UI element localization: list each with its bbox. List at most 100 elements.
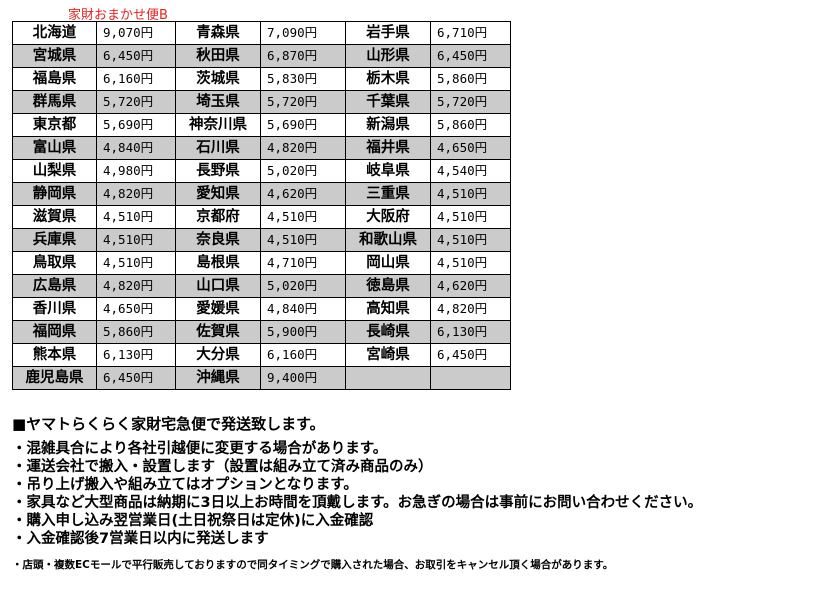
prefecture-cell: 香川県 — [12, 297, 97, 321]
price-cell: 6,130円 — [430, 320, 511, 344]
price-cell: 4,980円 — [96, 159, 176, 183]
prefecture-cell: 兵庫県 — [12, 228, 97, 252]
prefecture-cell: 佐賀県 — [175, 320, 261, 344]
price-cell: 4,510円 — [430, 205, 511, 229]
prefecture-cell: 長崎県 — [345, 320, 431, 344]
prefecture-cell: 鳥取県 — [12, 251, 97, 275]
prefecture-cell: 宮崎県 — [345, 343, 431, 367]
table-row: 富山県 4,840円 石川県 4,820円 福井県 4,650円 — [12, 136, 511, 160]
prefecture-cell: 岩手県 — [345, 21, 431, 45]
note-line: ・吊り上げ搬入や組み立てはオプションとなります。 — [12, 477, 358, 493]
prefecture-cell: 東京都 — [12, 113, 97, 137]
prefecture-cell: 大分県 — [175, 343, 261, 367]
prefecture-cell: 福井県 — [345, 136, 431, 160]
price-cell: 4,620円 — [430, 274, 511, 298]
price-cell: 4,540円 — [430, 159, 511, 183]
prefecture-cell: 沖縄県 — [175, 366, 261, 390]
prefecture-cell: 群馬県 — [12, 90, 97, 114]
price-cell: 6,130円 — [96, 343, 176, 367]
price-cell: 4,840円 — [96, 136, 176, 160]
table-row: 兵庫県 4,510円 奈良県 4,510円 和歌山県 4,510円 — [12, 228, 511, 252]
table-row: 福島県 6,160円 茨城県 5,830円 栃木県 5,860円 — [12, 67, 511, 91]
price-cell: 4,510円 — [96, 205, 176, 229]
price-cell: 5,020円 — [260, 274, 346, 298]
price-cell: 9,070円 — [96, 21, 176, 45]
price-cell: 4,510円 — [96, 251, 176, 275]
prefecture-cell: 山口県 — [175, 274, 261, 298]
table-row: 香川県 4,650円 愛媛県 4,840円 高知県 4,820円 — [12, 297, 511, 321]
prefecture-cell: 愛知県 — [175, 182, 261, 206]
prefecture-cell: 神奈川県 — [175, 113, 261, 137]
price-cell: 4,840円 — [260, 297, 346, 321]
price-cell: 4,510円 — [430, 251, 511, 275]
price-cell: 6,450円 — [430, 44, 511, 68]
table-row: 広島県 4,820円 山口県 5,020円 徳島県 4,620円 — [12, 274, 511, 298]
table-row: 群馬県 5,720円 埼玉県 5,720円 千葉県 5,720円 — [12, 90, 511, 114]
price-cell: 4,650円 — [96, 297, 176, 321]
prefecture-cell: 茨城県 — [175, 67, 261, 91]
prefecture-cell: 埼玉県 — [175, 90, 261, 114]
prefecture-cell: 高知県 — [345, 297, 431, 321]
prefecture-cell: 山梨県 — [12, 159, 97, 183]
notes-heading: ■ヤマトらくらく家財宅急便で発送致します。 — [12, 415, 325, 433]
table-row: 東京都 5,690円 神奈川県 5,690円 新潟県 5,860円 — [12, 113, 511, 137]
prefecture-cell: 熊本県 — [12, 343, 97, 367]
prefecture-cell: 大阪府 — [345, 205, 431, 229]
prefecture-cell: 奈良県 — [175, 228, 261, 252]
price-cell: 5,720円 — [430, 90, 511, 114]
prefecture-cell: 静岡県 — [12, 182, 97, 206]
prefecture-cell: 秋田県 — [175, 44, 261, 68]
prefecture-cell: 鹿児島県 — [12, 366, 97, 390]
price-cell: 6,450円 — [96, 44, 176, 68]
prefecture-cell: 青森県 — [175, 21, 261, 45]
table-row: 鹿児島県 6,450円 沖縄県 9,400円 — [12, 366, 511, 390]
price-cell: 6,450円 — [430, 343, 511, 367]
note-line: ・運送会社で搬入・設置します（設置は組み立て済み商品のみ） — [12, 459, 433, 475]
price-cell: 4,510円 — [430, 228, 511, 252]
prefecture-cell: 徳島県 — [345, 274, 431, 298]
price-cell: 5,900円 — [260, 320, 346, 344]
price-cell: 4,620円 — [260, 182, 346, 206]
prefecture-cell: 広島県 — [12, 274, 97, 298]
prefecture-cell: 岡山県 — [345, 251, 431, 275]
notes-small-print: ・店頭・複数ECモールで平行販売しておりますので同タイミングで購入された場合、お… — [12, 559, 614, 571]
prefecture-cell: 福岡県 — [12, 320, 97, 344]
prefecture-cell — [345, 366, 431, 390]
prefecture-cell: 三重県 — [345, 182, 431, 206]
price-cell: 5,720円 — [260, 90, 346, 114]
table-row: 宮城県 6,450円 秋田県 6,870円 山形県 6,450円 — [12, 44, 511, 68]
table-row: 滋賀県 4,510円 京都府 4,510円 大阪府 4,510円 — [12, 205, 511, 229]
section-title: 家財おまかせ便B — [68, 8, 168, 23]
note-line: ・家具など大型商品は納期に3日以上お時間を頂戴します。お急ぎの場合は事前にお問い… — [12, 495, 703, 511]
note-line: ・購入申し込み翌営業日(土日祝祭日は定休)に入金確認 — [12, 513, 374, 529]
prefecture-cell: 和歌山県 — [345, 228, 431, 252]
prefecture-cell: 栃木県 — [345, 67, 431, 91]
price-cell: 4,510円 — [96, 228, 176, 252]
price-cell: 4,820円 — [96, 182, 176, 206]
price-cell: 9,400円 — [260, 366, 346, 390]
price-cell: 5,860円 — [96, 320, 176, 344]
price-cell: 6,160円 — [260, 343, 346, 367]
prefecture-cell: 福島県 — [12, 67, 97, 91]
prefecture-cell: 新潟県 — [345, 113, 431, 137]
prefecture-cell: 愛媛県 — [175, 297, 261, 321]
table-row: 福岡県 5,860円 佐賀県 5,900円 長崎県 6,130円 — [12, 320, 511, 344]
prefecture-cell: 千葉県 — [345, 90, 431, 114]
price-cell: 7,090円 — [260, 21, 346, 45]
price-cell: 5,860円 — [430, 113, 511, 137]
price-cell: 5,690円 — [260, 113, 346, 137]
prefecture-cell: 滋賀県 — [12, 205, 97, 229]
prefecture-cell: 宮城県 — [12, 44, 97, 68]
price-cell: 4,510円 — [430, 182, 511, 206]
prefecture-cell: 山形県 — [345, 44, 431, 68]
prefecture-cell: 富山県 — [12, 136, 97, 160]
prefecture-cell: 長野県 — [175, 159, 261, 183]
prefecture-cell: 島根県 — [175, 251, 261, 275]
shipping-notes: ■ヤマトらくらく家財宅急便で発送致します。 ・混雑具合により各社引越便に変更する… — [12, 414, 702, 572]
price-cell: 4,820円 — [430, 297, 511, 321]
price-cell: 4,820円 — [96, 274, 176, 298]
price-cell: 6,160円 — [96, 67, 176, 91]
note-line: ・入金確認後7営業日以内に発送します — [12, 531, 269, 547]
price-cell: 4,510円 — [260, 228, 346, 252]
table-row: 熊本県 6,130円 大分県 6,160円 宮崎県 6,450円 — [12, 343, 511, 367]
